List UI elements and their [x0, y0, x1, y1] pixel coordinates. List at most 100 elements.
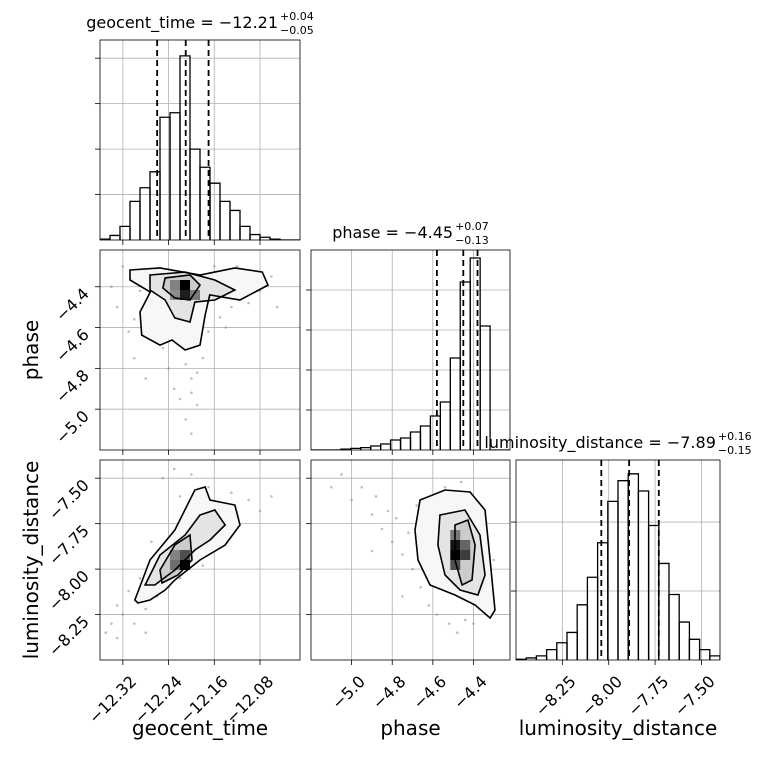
- density-cell: [460, 540, 471, 550]
- contour: [129, 267, 270, 351]
- sample-point: [190, 377, 193, 380]
- sample-point: [401, 553, 404, 556]
- density-cell: [450, 560, 461, 570]
- histogram: [311, 257, 510, 450]
- y-axis-label: phase: [19, 320, 43, 380]
- sample-point: [144, 377, 148, 380]
- sample-point: [419, 585, 422, 589]
- sample-point: [435, 613, 439, 616]
- sample-point: [401, 595, 404, 598]
- sample-point: [235, 265, 239, 268]
- density-cell: [460, 550, 471, 560]
- panel-title: geocent_time = −12.21: [86, 13, 278, 33]
- sample-point: [150, 540, 153, 544]
- sample-point: [132, 356, 136, 360]
- sample-point: [224, 326, 228, 329]
- panel-title: luminosity_distance = −7.89: [484, 433, 715, 453]
- density-cell: [170, 560, 180, 570]
- density-panel: [110, 265, 279, 435]
- y-axis-label: luminosity_distance: [19, 461, 43, 660]
- sample-point: [218, 316, 222, 319]
- panel-frame: [310, 459, 511, 661]
- panel-frame: [515, 459, 721, 661]
- sample-point: [390, 540, 394, 544]
- sample-point: [247, 498, 250, 502]
- hist-bin: [239, 225, 251, 240]
- panel-frame: [99, 459, 301, 661]
- contour: [161, 274, 202, 301]
- x-axis-label: geocent_time: [132, 716, 268, 740]
- title-plus: +0.07: [455, 220, 489, 233]
- sample-point: [178, 397, 182, 401]
- density-cell: [180, 290, 190, 300]
- density-cell: [180, 560, 190, 570]
- title-minus: −0.05: [280, 24, 314, 37]
- sample-point: [407, 531, 410, 535]
- sample-point: [447, 622, 451, 625]
- sample-point: [110, 622, 113, 625]
- sample-point: [330, 485, 333, 489]
- sample-point: [411, 567, 414, 571]
- sample-point: [110, 285, 113, 289]
- x-axis-label: luminosity_distance: [519, 716, 718, 740]
- sample-point: [258, 509, 262, 513]
- sample-point: [115, 636, 119, 640]
- sample-point: [167, 367, 170, 370]
- sample-point: [138, 289, 142, 293]
- panel-frame: [310, 249, 511, 451]
- sample-point: [415, 504, 418, 507]
- sample-point: [127, 589, 130, 593]
- title-minus: −0.13: [455, 234, 489, 247]
- sample-point: [172, 387, 176, 391]
- sample-point: [190, 391, 193, 395]
- sample-point: [427, 604, 431, 607]
- sample-point: [374, 495, 378, 498]
- panel-frame: [99, 39, 301, 241]
- sample-point: [121, 265, 125, 268]
- sample-point: [230, 491, 233, 495]
- sample-point: [270, 275, 273, 278]
- sample-point: [132, 622, 136, 625]
- sample-point: [360, 485, 364, 489]
- sample-point: [247, 301, 250, 305]
- sample-point: [121, 613, 125, 616]
- sample-point: [212, 265, 216, 268]
- contour: [159, 533, 193, 585]
- sample-point: [127, 330, 130, 333]
- sample-point: [195, 371, 199, 374]
- density-panel: [330, 473, 496, 635]
- sample-point: [207, 330, 210, 333]
- sample-point: [195, 403, 199, 407]
- hist-bin: [698, 649, 711, 660]
- sample-point: [104, 631, 108, 635]
- title-minus: −0.15: [718, 444, 752, 457]
- density-cell: [170, 280, 180, 290]
- contour: [133, 486, 241, 604]
- sample-point: [370, 549, 374, 553]
- sample-point: [207, 485, 210, 489]
- sample-point: [190, 432, 193, 435]
- sample-point: [394, 516, 398, 520]
- sample-point: [178, 576, 182, 580]
- sample-point: [492, 558, 496, 562]
- sample-point: [455, 631, 459, 635]
- density-cell: [170, 550, 180, 560]
- sample-point: [275, 305, 279, 309]
- contour: [437, 509, 486, 596]
- contour: [454, 518, 476, 587]
- sample-point: [201, 356, 205, 360]
- sample-point: [115, 305, 119, 309]
- sample-point: [138, 576, 142, 580]
- hist-bin: [709, 655, 720, 660]
- sample-point: [380, 527, 384, 531]
- sample-point: [190, 473, 193, 476]
- density-panel: [104, 467, 273, 640]
- sample-point: [370, 513, 374, 516]
- sample-point: [161, 476, 165, 480]
- sample-point: [201, 564, 205, 567]
- panel-title: phase = −4.45: [332, 223, 453, 242]
- sample-point: [184, 362, 188, 366]
- density-cell: [170, 290, 180, 300]
- sample-point: [459, 480, 463, 484]
- sample-point: [443, 485, 447, 489]
